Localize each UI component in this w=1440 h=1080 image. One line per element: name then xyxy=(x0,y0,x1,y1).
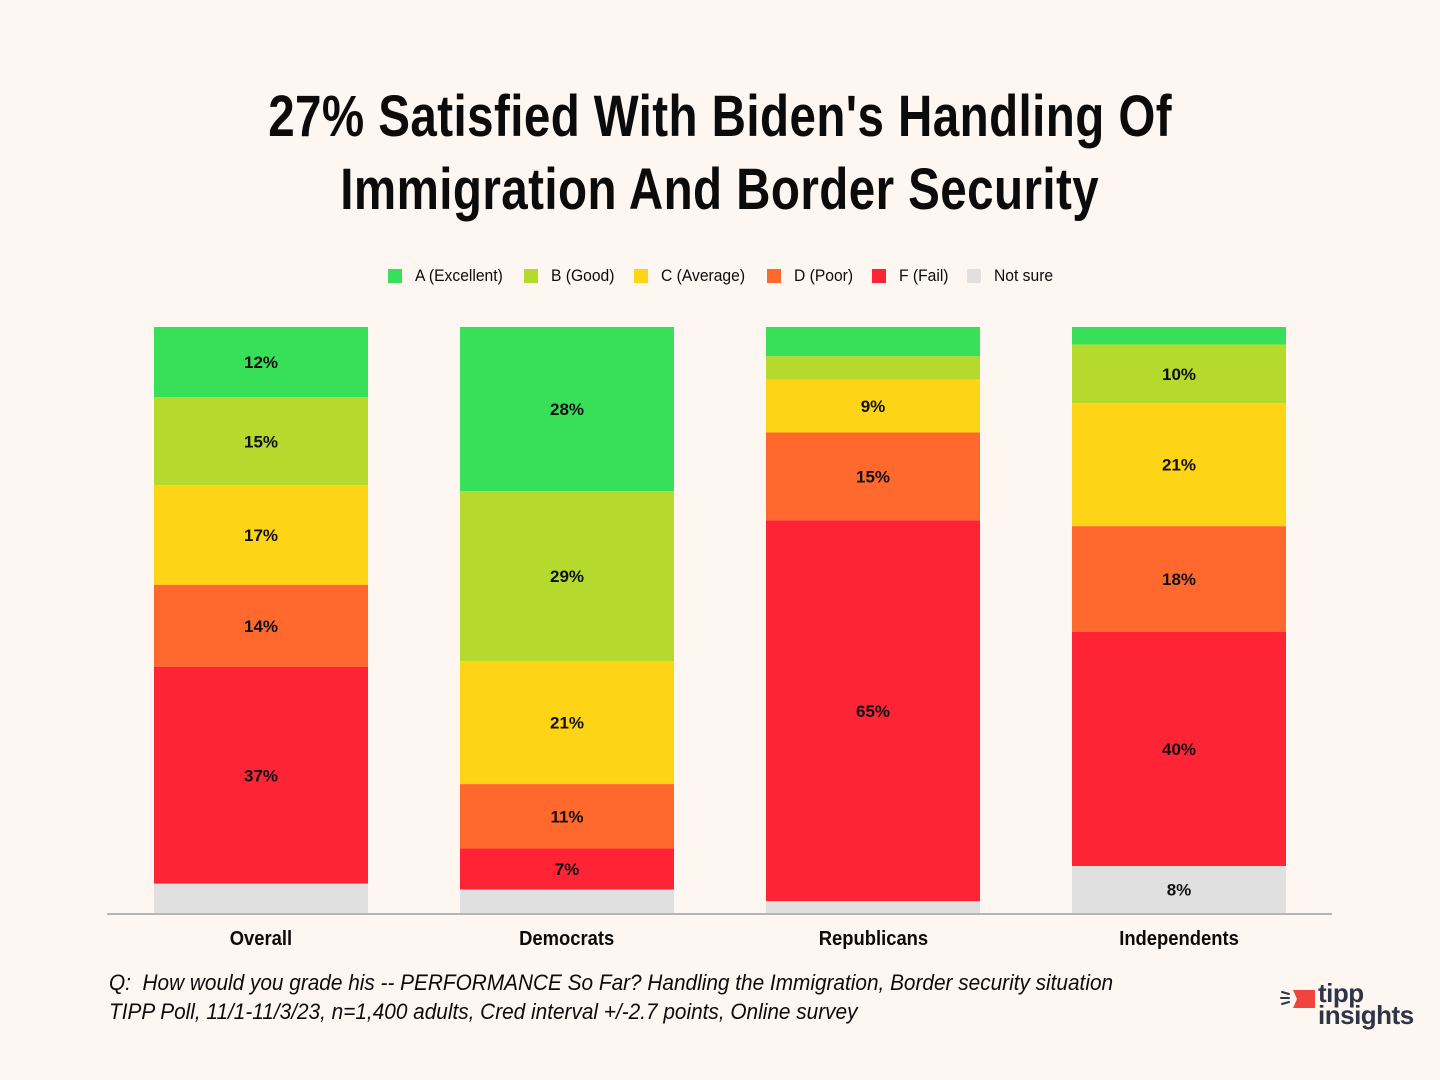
bar-segment-democrats-not-sure xyxy=(460,889,674,913)
data-label-republicans-c-average: 9% xyxy=(861,397,886,416)
tipp-insights-logo: tipp insights xyxy=(1280,978,1425,1036)
data-label-overall-f-fail: 37% xyxy=(244,766,278,785)
legend-swatch xyxy=(871,269,886,283)
bar-segment-democrats-f-fail xyxy=(460,848,674,890)
bar-segment-independents-c-average xyxy=(1072,403,1286,527)
legend-label: F (Fail) xyxy=(898,266,949,285)
chart-title-line-1: 27% Satisfied With Biden's Handling Of xyxy=(268,84,1172,149)
chart-title: 27% Satisfied With Biden's Handling Of I… xyxy=(0,80,1440,226)
legend-label: B (Good) xyxy=(551,266,615,285)
data-label-independents-b-good: 10% xyxy=(1162,365,1196,384)
legend: A (Excellent) B (Good) C (Average) D (Po… xyxy=(0,266,1440,286)
bar-democrats: 28% 29% 21% 11% 7% xyxy=(460,327,674,913)
data-label-democrats-a-excellent: 28% xyxy=(550,400,584,419)
legend-item-not-sure: Not sure xyxy=(966,266,1053,286)
data-label-independents-c-average: 21% xyxy=(1162,456,1196,475)
logo-text-tipp: tipp xyxy=(1318,978,1364,1008)
data-label-independents-f-fail: 40% xyxy=(1162,740,1196,759)
bar-segment-independents-f-fail xyxy=(1072,631,1286,867)
bar-segment-independents-d-poor xyxy=(1072,526,1286,632)
bar-segment-democrats-d-poor xyxy=(460,784,674,849)
data-label-independents-not-sure: 8% xyxy=(1167,881,1192,900)
legend-label: A (Excellent) xyxy=(414,266,503,285)
data-label-democrats-d-poor: 11% xyxy=(550,807,583,826)
legend-item-f-fail: F (Fail) xyxy=(871,266,949,286)
footnote: Q: How would you grade his -- PERFORMANC… xyxy=(109,968,1269,1026)
legend-swatch xyxy=(766,269,781,283)
bar-segment-overall-not-sure xyxy=(154,883,368,913)
data-label-democrats-b-good: 29% xyxy=(550,567,584,586)
data-label-democrats-c-average: 21% xyxy=(550,714,584,733)
bar-segment-overall-a-excellent xyxy=(154,327,368,398)
bar-segment-overall-c-average xyxy=(154,485,368,585)
data-label-democrats-f-fail: 7% xyxy=(555,860,580,879)
bar-segment-independents-not-sure xyxy=(1072,866,1286,913)
bar-segment-overall-b-good xyxy=(154,397,368,486)
bar-segment-republicans-f-fail xyxy=(766,520,980,902)
legend-item-d-poor: D (Poor) xyxy=(766,266,853,286)
stacked-bar-chart: 12% 15% 17% 14% 37% 28% 29% 21% 11% 7% 9% 15% 65% 10%… xyxy=(107,327,1332,915)
bar-segment-republicans-d-poor xyxy=(766,432,980,521)
legend-item-c-average: C (Average) xyxy=(634,266,746,286)
bar-segment-overall-f-fail xyxy=(154,666,368,884)
bar-segment-democrats-b-good xyxy=(460,491,674,662)
legend-swatch xyxy=(387,269,402,283)
x-tick-label-overall: Overall xyxy=(229,928,293,950)
bar-segment-republicans-c-average xyxy=(766,379,980,433)
legend-swatch xyxy=(634,269,649,283)
legend-item-b-good: B (Good) xyxy=(524,266,615,286)
logo-flag xyxy=(1293,990,1315,1008)
logo-text-insights: insights xyxy=(1318,1000,1414,1030)
bar-independents: 10% 21% 18% 40% 8% xyxy=(1072,327,1286,913)
legend-label: Not sure xyxy=(993,266,1053,285)
x-tick-label-democrats: Democrats xyxy=(519,928,615,950)
data-label-overall-c-average: 17% xyxy=(244,526,278,545)
logo-flag-icon xyxy=(1280,990,1315,1008)
bar-segment-republicans-not-sure xyxy=(766,901,980,913)
x-tick-label-independents: Independents xyxy=(1119,928,1239,950)
survey-question: Q: How would you grade his -- PERFORMANC… xyxy=(109,970,1114,995)
chart-title-line-2: Immigration And Border Security xyxy=(340,157,1100,222)
data-label-overall-b-good: 15% xyxy=(244,432,278,451)
x-tick-label-republicans: Republicans xyxy=(818,928,928,950)
legend-swatch xyxy=(966,269,981,283)
legend-swatch xyxy=(524,269,539,283)
legend-label: C (Average) xyxy=(661,266,746,285)
legend-label: D (Poor) xyxy=(793,266,853,285)
poll-source: TIPP Poll, 11/1-11/3/23, n=1,400 adults,… xyxy=(109,999,858,1024)
bar-segment-democrats-c-average xyxy=(460,661,674,785)
data-label-overall-a-excellent: 12% xyxy=(244,353,278,372)
data-label-republicans-f-fail: 65% xyxy=(856,702,890,721)
bar-segment-independents-a-excellent xyxy=(1072,327,1286,345)
bar-segment-overall-d-poor xyxy=(154,584,368,667)
data-label-overall-d-poor: 14% xyxy=(244,617,278,636)
data-label-republicans-d-poor: 15% xyxy=(856,467,890,486)
bar-segment-republicans-a-excellent xyxy=(766,327,980,357)
bar-republicans: 9% 15% 65% xyxy=(766,327,980,913)
bar-segment-democrats-a-excellent xyxy=(460,327,674,492)
bar-overall: 12% 15% 17% 14% 37% xyxy=(154,327,368,913)
bar-segment-independents-b-good xyxy=(1072,344,1286,404)
bar-segment-republicans-b-good xyxy=(766,356,980,380)
legend-item-a-excellent: A (Excellent) xyxy=(387,266,504,286)
data-label-independents-d-poor: 18% xyxy=(1162,570,1196,589)
